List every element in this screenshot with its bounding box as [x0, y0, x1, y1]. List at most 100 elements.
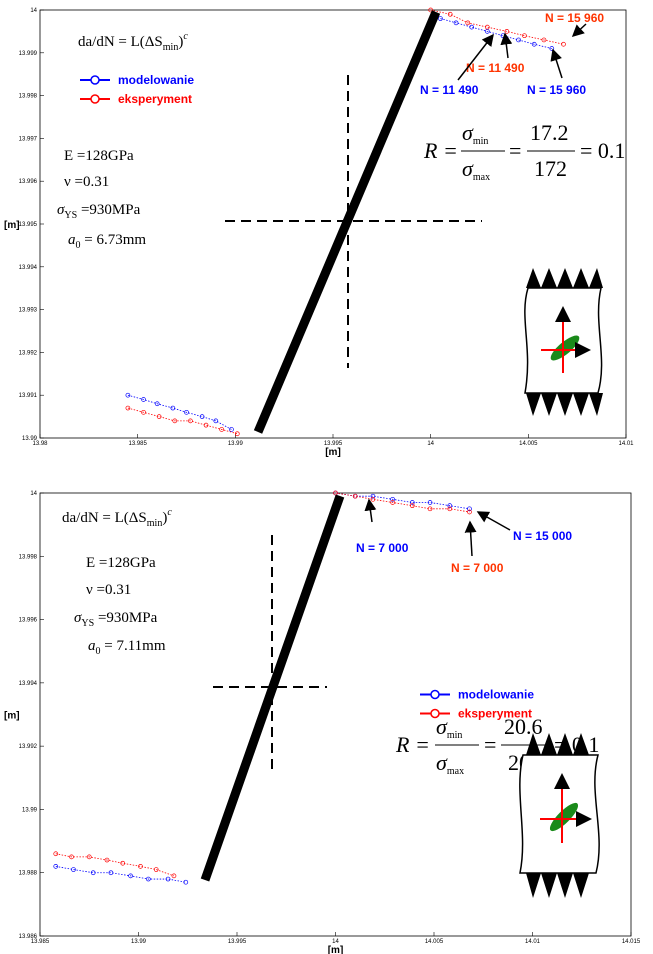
series-point [156, 414, 162, 419]
series-point [390, 496, 395, 502]
y-tick-label: 13.988 [19, 871, 38, 877]
formula-part: c [183, 31, 188, 42]
series-point [219, 427, 225, 432]
series-point [141, 409, 146, 415]
y-tick-label: 13.994 [19, 265, 38, 271]
y-tick-label: 13.992 [19, 350, 38, 356]
ratio-part: max [473, 172, 490, 183]
annotation: N = 11 490 [466, 61, 525, 75]
series-point [561, 41, 566, 47]
parameter-part: σ [57, 202, 65, 218]
y-tick-label: 13.998 [19, 94, 38, 100]
x-tick-label: 13.995 [228, 939, 247, 945]
ratio-part: σ [462, 156, 474, 181]
series-point [427, 506, 433, 512]
parameter-part: = 6.73mm [81, 232, 147, 248]
parameter: a0 = 6.73mm [68, 232, 146, 251]
annotation: N = 7 000 [451, 561, 504, 575]
arrow [476, 511, 511, 531]
parameter-part: =930MPa [77, 202, 140, 218]
series-point [541, 37, 547, 43]
arrow [464, 520, 477, 557]
x-tick-label: 14 [332, 939, 339, 945]
formula-part: min [163, 42, 179, 53]
parameter-part: a [88, 638, 96, 654]
series-point [90, 870, 96, 876]
ratio-eq: = [484, 732, 496, 757]
ratio-part: σ [462, 120, 474, 145]
ratio-part: σ [436, 750, 448, 775]
legend-swatch [90, 75, 100, 85]
series-point [428, 7, 434, 13]
specimen-icon [524, 268, 603, 416]
parameter-part: = 7.11mm [101, 638, 166, 654]
series-point [120, 860, 126, 866]
ratio-den: σmax [436, 750, 464, 777]
formula-part: ) [178, 34, 183, 50]
parameter: a0 = 7.11mm [88, 638, 166, 657]
series-point [203, 422, 209, 428]
series-point [154, 401, 160, 407]
x-tick-label: 13.995 [324, 441, 343, 447]
annotation: N = 15 000 [513, 529, 572, 543]
series-point [522, 33, 527, 39]
formula-part: ) [162, 510, 167, 526]
y-tick-label: 14 [30, 8, 37, 14]
series-point [69, 854, 74, 860]
ratio-den-value: 172 [534, 156, 567, 181]
series-point [108, 870, 114, 876]
ratio-den: σmax [462, 156, 490, 183]
series-point [427, 500, 433, 505]
series-point [165, 876, 171, 882]
series-point [531, 41, 537, 47]
series-point [465, 20, 471, 26]
y-tick-label: 13.99 [22, 807, 38, 813]
x-tick-label: 14.005 [519, 441, 538, 447]
y-tick-label: 13.996 [19, 179, 38, 185]
ratio-part: min [473, 136, 489, 147]
series-point [447, 503, 453, 509]
x-tick-label: 13.98 [32, 441, 48, 447]
series-point [86, 854, 92, 860]
legend-swatch [90, 94, 100, 104]
specimen-icon [519, 733, 600, 898]
arrow [500, 32, 513, 59]
x-tick-label: 13.99 [228, 441, 244, 447]
x-tick-label: 13.99 [131, 939, 147, 945]
series-point [469, 24, 475, 30]
series-point [447, 11, 453, 17]
annotation: N = 15 960 [527, 83, 586, 97]
y-tick-label: 13.997 [19, 136, 38, 142]
series-point [128, 873, 133, 879]
parameter-part: σ [74, 610, 82, 626]
ratio-num: σmin [436, 714, 462, 741]
series-point [409, 500, 415, 505]
series-point [125, 405, 131, 411]
ratio-part: σ [436, 714, 448, 739]
formula-part: min [147, 518, 163, 529]
series-line [127, 18, 552, 430]
y-axis-label: [m] [4, 220, 20, 231]
y-tick-label: 13.992 [19, 744, 38, 750]
series-point [467, 506, 472, 512]
series-point [71, 867, 76, 872]
arrow [571, 23, 587, 38]
series-point [53, 864, 59, 869]
series-point [467, 509, 472, 515]
arrow [457, 33, 494, 81]
legend-swatch [430, 689, 440, 700]
ratio-result: = 0.1 [580, 138, 625, 163]
parameter-part: =930MPa [94, 610, 157, 626]
series-point [438, 16, 443, 21]
x-axis-label: [m] [325, 447, 341, 458]
ratio-lhs: R = [395, 732, 430, 757]
x-tick-label: 14.005 [425, 939, 444, 945]
series-line [55, 492, 470, 877]
parameter: E =128GPa [64, 148, 134, 164]
series-point [104, 857, 110, 863]
y-tick-label: 13.999 [19, 51, 38, 57]
x-tick-label: 14.015 [622, 939, 641, 945]
series-point [390, 500, 395, 505]
y-axis-label: [m] [4, 711, 20, 722]
